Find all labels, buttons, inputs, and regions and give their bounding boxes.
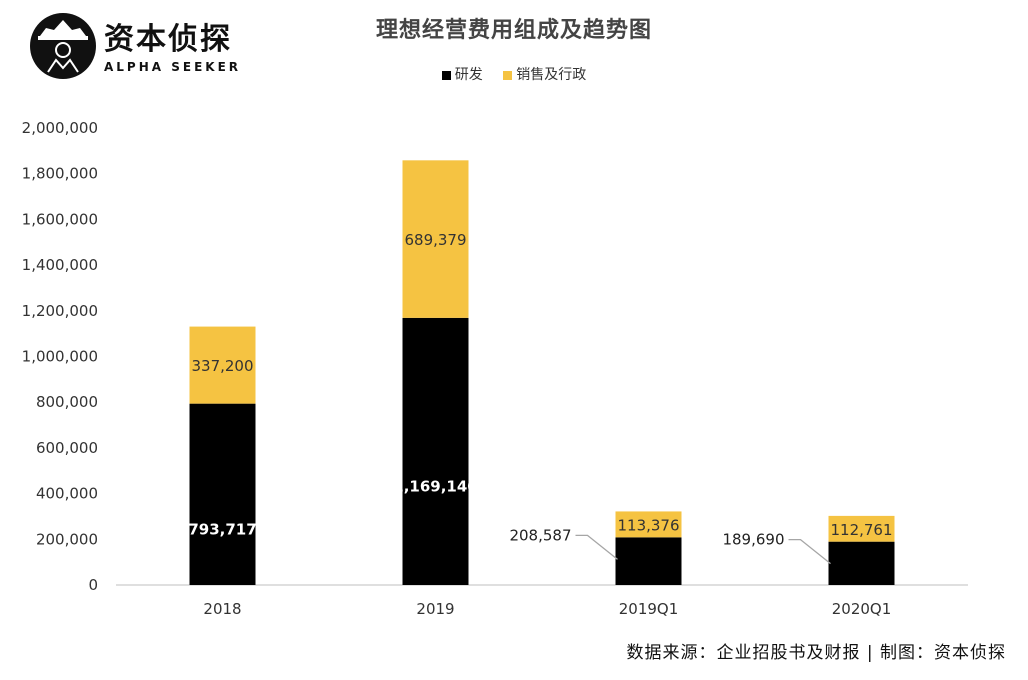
data-label-sga: 337,200 (191, 357, 253, 375)
y-tick-label: 1,800,000 (22, 165, 98, 183)
data-label-rd: 189,690 (722, 531, 784, 549)
legend-item-rd: 研发 (441, 64, 483, 84)
chart-legend: 研发 销售及行政 (0, 64, 1028, 84)
y-tick-label: 1,400,000 (22, 256, 98, 274)
legend-label-sga: 销售及行政 (516, 67, 587, 83)
brand-name-cn: 资本侦探 (104, 22, 232, 57)
data-label-rd: 793,717 (188, 520, 256, 538)
data-label-rd: 208,587 (509, 526, 571, 544)
x-tick-label: 2019 (416, 600, 454, 618)
y-tick-label: 1,200,000 (22, 302, 98, 320)
y-tick-label: 0 (88, 576, 98, 594)
brand-name-en: ALPHA SEEKER (104, 60, 242, 74)
y-tick-label: 1,600,000 (22, 210, 98, 228)
y-tick-label: 400,000 (36, 485, 98, 503)
bar-rd (828, 541, 895, 585)
bar-rd (402, 317, 469, 585)
x-tick-label: 2018 (203, 600, 241, 618)
bar-sga (402, 160, 469, 318)
logo-text: 资本侦探 ALPHA SEEKER (104, 14, 241, 74)
legend-label-rd: 研发 (454, 67, 483, 83)
data-label-sga: 113,376 (617, 516, 679, 534)
legend-swatch-sga (503, 70, 513, 80)
bar-sga (615, 511, 682, 538)
data-label-sga: 689,379 (404, 231, 466, 249)
y-tick-label: 2,000,000 (22, 119, 98, 137)
bar-sga (189, 326, 256, 404)
x-tick-label: 2019Q1 (619, 600, 679, 618)
legend-item-sga: 销售及行政 (503, 64, 586, 84)
chart-title: 理想经营费用组成及趋势图 (375, 18, 652, 43)
y-tick-label: 200,000 (36, 530, 98, 548)
legend-swatch-rd (441, 70, 451, 80)
data-label-sga: 112,761 (830, 521, 892, 539)
data-label-leader-line (788, 539, 831, 565)
y-tick-label: 800,000 (36, 393, 98, 411)
alpha-seeker-logo (30, 13, 96, 79)
bar-rd (189, 403, 256, 585)
data-label-rd: 1,169,140 (393, 477, 477, 495)
bar-sga (828, 515, 895, 542)
bar-rd (615, 537, 682, 585)
y-tick-label: 1,000,000 (22, 348, 98, 366)
source-note: 数据来源：企业招股书及财报 | 制图：资本侦探 (626, 643, 1006, 663)
data-label-leader-line (575, 534, 618, 560)
y-tick-label: 600,000 (36, 439, 98, 457)
x-tick-label: 2020Q1 (832, 600, 892, 618)
